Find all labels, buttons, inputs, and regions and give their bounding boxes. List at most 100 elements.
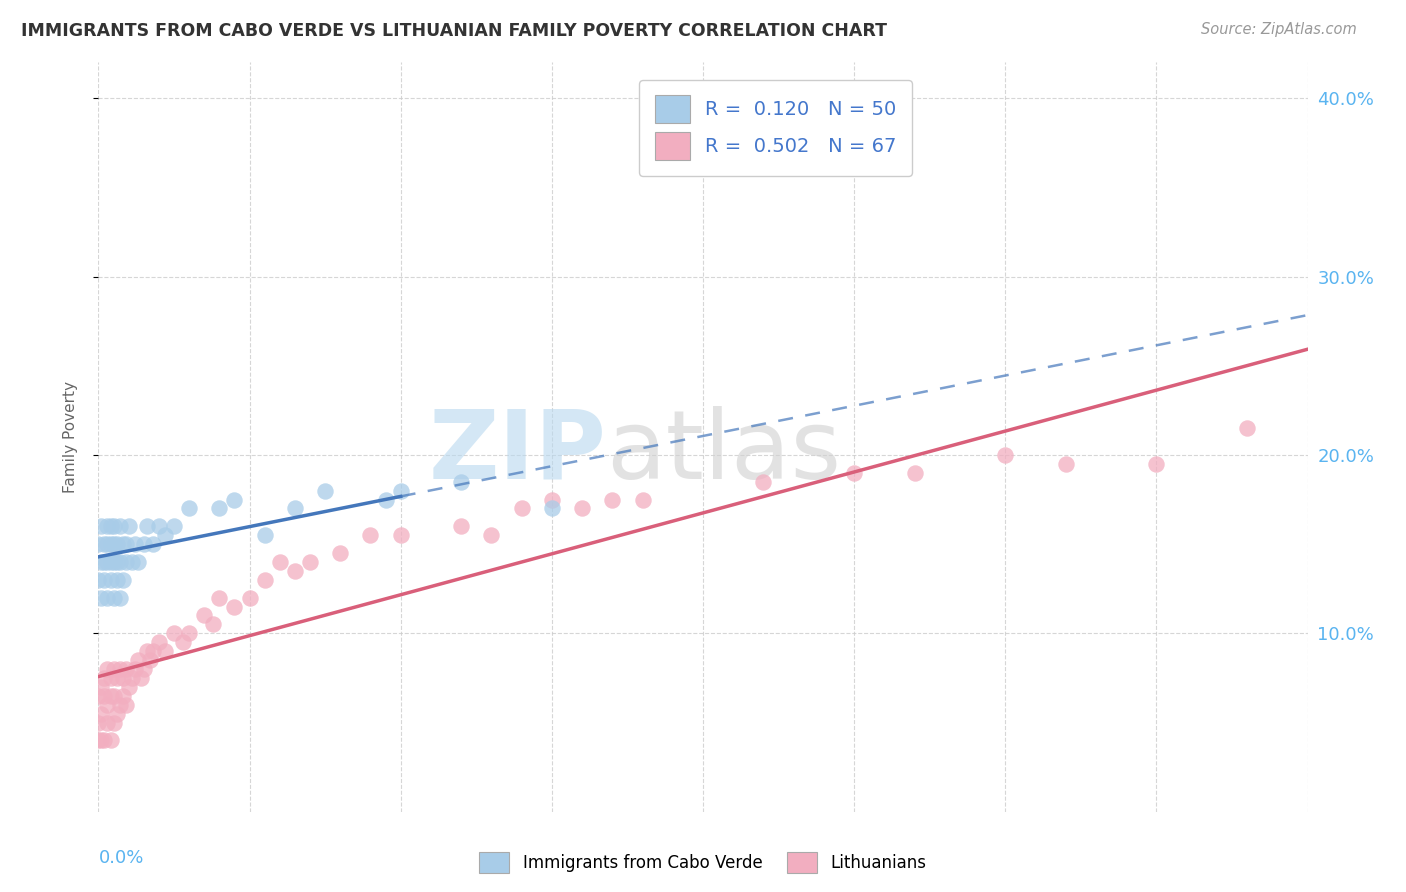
Point <box>163 626 186 640</box>
Point <box>90 680 112 694</box>
Point <box>111 573 134 587</box>
Point <box>90 591 112 605</box>
Point <box>114 662 136 676</box>
Point <box>87 733 110 747</box>
Point <box>284 501 307 516</box>
Point <box>118 519 141 533</box>
Point <box>602 492 624 507</box>
Point <box>224 599 246 614</box>
Point <box>208 501 231 516</box>
Text: atlas: atlas <box>606 406 841 499</box>
Point <box>163 519 186 533</box>
Point <box>360 528 382 542</box>
Legend: R =  0.120   N = 50, R =  0.502   N = 67: R = 0.120 N = 50, R = 0.502 N = 67 <box>640 79 912 176</box>
Point <box>142 537 165 551</box>
Point <box>100 573 122 587</box>
Point <box>100 555 122 569</box>
Point <box>114 555 136 569</box>
Point <box>127 653 149 667</box>
Point <box>90 706 112 721</box>
Point <box>118 680 141 694</box>
Point <box>105 671 128 685</box>
Point <box>103 537 125 551</box>
Point <box>96 591 118 605</box>
Point <box>1144 457 1167 471</box>
Point <box>111 537 134 551</box>
Point <box>132 537 155 551</box>
Point <box>87 689 110 703</box>
Point <box>105 537 128 551</box>
Point <box>103 662 125 676</box>
Point <box>142 644 165 658</box>
Point <box>132 662 155 676</box>
Point <box>100 537 122 551</box>
Point <box>389 483 412 498</box>
Point <box>90 733 112 747</box>
Point <box>135 519 157 533</box>
Point <box>96 698 118 712</box>
Point <box>540 501 562 516</box>
Point <box>103 555 125 569</box>
Point <box>129 671 152 685</box>
Point <box>631 492 654 507</box>
Point <box>299 555 322 569</box>
Point <box>100 519 122 533</box>
Point <box>103 715 125 730</box>
Point <box>127 555 149 569</box>
Point <box>571 501 593 516</box>
Point <box>93 733 115 747</box>
Legend: Immigrants from Cabo Verde, Lithuanians: Immigrants from Cabo Verde, Lithuanians <box>472 846 934 880</box>
Point <box>139 653 162 667</box>
Point <box>224 492 246 507</box>
Point <box>96 519 118 533</box>
Point <box>121 671 143 685</box>
Point <box>108 519 131 533</box>
Point <box>269 555 291 569</box>
Point <box>105 706 128 721</box>
Point <box>208 591 231 605</box>
Point <box>253 573 276 587</box>
Point <box>93 689 115 703</box>
Point <box>153 528 176 542</box>
Point <box>105 573 128 587</box>
Point <box>96 537 118 551</box>
Point <box>90 555 112 569</box>
Text: Source: ZipAtlas.com: Source: ZipAtlas.com <box>1201 22 1357 37</box>
Point <box>148 519 170 533</box>
Point <box>87 537 110 551</box>
Point <box>100 671 122 685</box>
Point <box>96 555 118 569</box>
Point <box>1054 457 1077 471</box>
Point <box>114 698 136 712</box>
Point <box>329 546 352 560</box>
Point <box>844 466 866 480</box>
Point <box>111 671 134 685</box>
Point <box>114 537 136 551</box>
Point <box>103 519 125 533</box>
Point <box>100 733 122 747</box>
Point <box>752 475 775 489</box>
Point <box>108 555 131 569</box>
Point <box>389 528 412 542</box>
Point <box>239 591 262 605</box>
Text: 0.0%: 0.0% <box>98 849 143 867</box>
Point <box>93 537 115 551</box>
Point <box>148 635 170 649</box>
Point <box>103 591 125 605</box>
Point <box>153 644 176 658</box>
Point <box>374 492 396 507</box>
Point <box>90 519 112 533</box>
Text: ZIP: ZIP <box>429 406 606 499</box>
Point <box>121 555 143 569</box>
Point <box>96 662 118 676</box>
Point <box>100 689 122 703</box>
Point <box>111 689 134 703</box>
Point <box>108 662 131 676</box>
Point <box>103 689 125 703</box>
Point <box>93 671 115 685</box>
Point <box>510 501 533 516</box>
Point <box>450 519 472 533</box>
Point <box>1236 421 1258 435</box>
Point <box>108 591 131 605</box>
Point <box>284 564 307 578</box>
